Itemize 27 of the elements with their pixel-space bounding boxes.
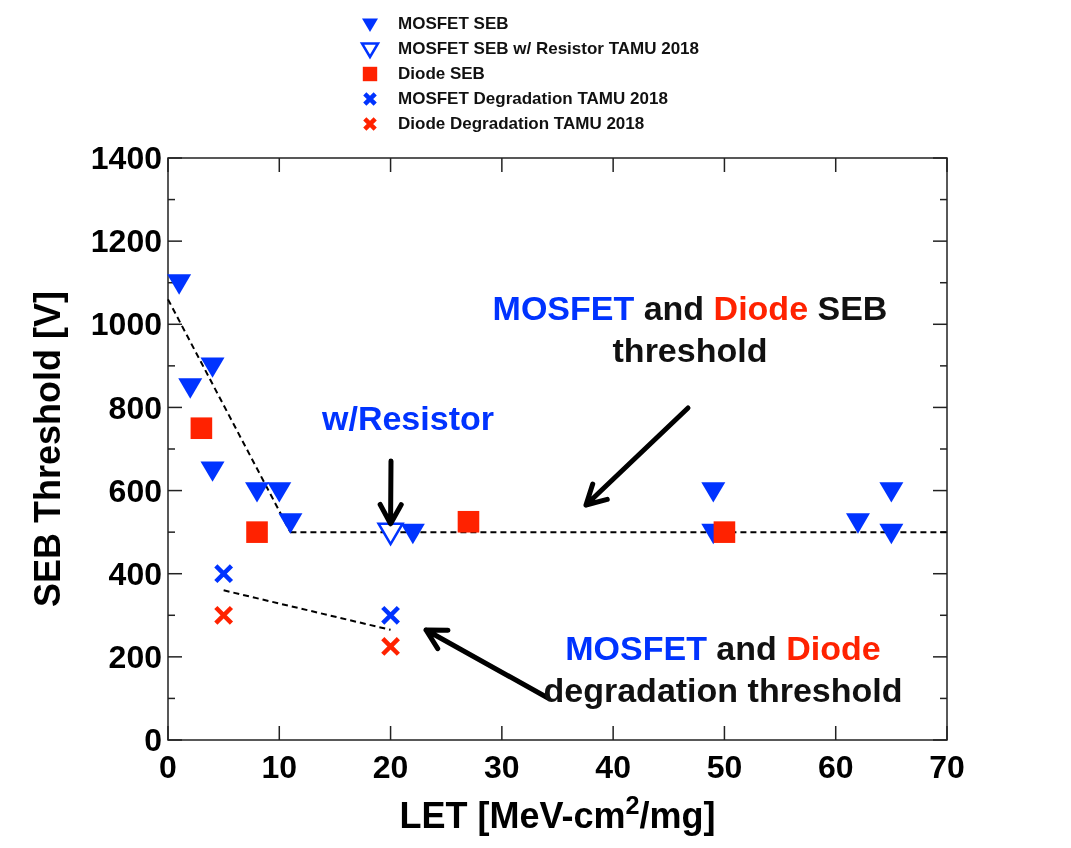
x-tick-label: 60	[817, 749, 854, 785]
y-tick-label: 1000	[90, 306, 162, 343]
legend-label: MOSFET SEB	[398, 13, 509, 33]
x-tick-label: 40	[595, 749, 631, 785]
x-tick-label: 30	[484, 749, 520, 785]
x-tick-label: 20	[372, 749, 409, 785]
x-tick-label: 10	[261, 749, 298, 785]
annotation: MOSFET and Diode SEB	[492, 289, 888, 327]
legend-label: Diode Degradation TAMU 2018	[398, 113, 645, 133]
y-tick-label: 800	[108, 389, 162, 426]
annotation: w/Resistor	[321, 399, 494, 437]
y-tick-label: 1400	[90, 140, 162, 177]
annotation: degradation threshold	[543, 671, 903, 709]
x-tick-label: 50	[706, 749, 743, 785]
annotation: MOSFET and Diode	[565, 629, 881, 667]
y-tick-label: 1200	[90, 223, 162, 260]
y-tick-label: 600	[108, 472, 162, 509]
x-axis-title: LET [MeV-cm$^{2}$/mg]	[399, 791, 716, 836]
y-tick-label: 400	[108, 555, 162, 592]
legend-label: Diode SEB	[398, 63, 485, 83]
y-axis-title: SEB Threshold [V]	[27, 290, 68, 608]
annotation: threshold	[612, 331, 768, 369]
y-tick-label: 200	[108, 639, 162, 676]
legend-label: MOSFET Degradation TAMU 2018	[398, 88, 668, 108]
legend-label: MOSFET SEB w/ Resistor TAMU 2018	[398, 38, 700, 58]
x-tick-label: 70	[929, 749, 965, 785]
y-tick-label: 0	[144, 722, 162, 759]
